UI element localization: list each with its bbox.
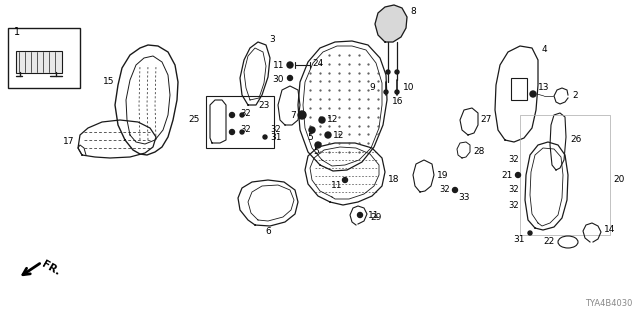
- Text: 2: 2: [572, 92, 578, 100]
- Text: 25: 25: [189, 116, 200, 124]
- Text: 5: 5: [313, 148, 319, 156]
- Text: 32: 32: [240, 125, 251, 134]
- Bar: [520, 115, 610, 235]
- Circle shape: [319, 117, 325, 123]
- Text: 30: 30: [273, 76, 284, 84]
- Circle shape: [230, 113, 234, 117]
- Text: 28: 28: [473, 148, 484, 156]
- Bar: [206, 96, 274, 148]
- Text: 31: 31: [513, 235, 525, 244]
- Text: 32: 32: [240, 108, 251, 117]
- Text: 6: 6: [265, 227, 271, 236]
- Circle shape: [309, 127, 315, 133]
- Circle shape: [528, 231, 532, 235]
- Text: 10: 10: [403, 84, 415, 92]
- Circle shape: [230, 130, 234, 134]
- Text: 11: 11: [368, 211, 380, 220]
- Text: 19: 19: [437, 171, 449, 180]
- Circle shape: [287, 62, 293, 68]
- Text: 3: 3: [269, 36, 275, 44]
- Text: 32: 32: [270, 125, 280, 134]
- Text: 12: 12: [327, 116, 339, 124]
- Text: 9: 9: [369, 84, 375, 92]
- Bar: [16, 51, 62, 73]
- Text: 24: 24: [312, 60, 323, 68]
- Text: 15: 15: [103, 77, 115, 86]
- Text: 32: 32: [440, 186, 450, 195]
- Text: 32: 32: [508, 186, 519, 195]
- Text: 17: 17: [63, 138, 74, 147]
- Text: 32: 32: [508, 156, 519, 164]
- Circle shape: [240, 130, 244, 134]
- Circle shape: [530, 91, 536, 97]
- Circle shape: [287, 76, 292, 81]
- Bar: [8, 28, 80, 88]
- Text: 31: 31: [270, 132, 282, 141]
- Text: 27: 27: [480, 116, 492, 124]
- Circle shape: [358, 212, 362, 218]
- Circle shape: [315, 142, 321, 148]
- Text: 11: 11: [330, 181, 342, 190]
- Circle shape: [263, 135, 267, 139]
- Circle shape: [325, 132, 331, 138]
- Text: FR.: FR.: [40, 259, 62, 277]
- Polygon shape: [375, 5, 407, 42]
- Circle shape: [515, 172, 520, 178]
- Circle shape: [395, 70, 399, 74]
- Text: 22: 22: [544, 237, 555, 246]
- Circle shape: [386, 70, 390, 74]
- Text: 16: 16: [392, 98, 403, 107]
- Text: 26: 26: [570, 135, 581, 145]
- Circle shape: [395, 90, 399, 94]
- Text: 29: 29: [370, 212, 381, 221]
- Circle shape: [384, 90, 388, 94]
- Text: 14: 14: [604, 226, 616, 235]
- Text: 13: 13: [538, 84, 550, 92]
- Text: TYA4B4030: TYA4B4030: [584, 299, 632, 308]
- Text: 18: 18: [388, 175, 399, 185]
- Text: 1: 1: [14, 27, 20, 37]
- Text: 12: 12: [333, 131, 344, 140]
- Text: 8: 8: [410, 7, 416, 17]
- Circle shape: [298, 111, 306, 119]
- Bar: [511, 78, 527, 100]
- Ellipse shape: [558, 236, 578, 248]
- Text: 20: 20: [613, 175, 625, 185]
- Text: 32: 32: [508, 201, 519, 210]
- Text: 11: 11: [273, 60, 284, 69]
- Circle shape: [452, 188, 458, 193]
- Text: 23: 23: [259, 100, 270, 109]
- Circle shape: [342, 178, 348, 182]
- Text: 7: 7: [291, 110, 296, 119]
- Text: 21: 21: [502, 171, 513, 180]
- Text: 4: 4: [542, 45, 548, 54]
- Text: 33: 33: [458, 193, 470, 202]
- Circle shape: [240, 113, 244, 117]
- Text: 5: 5: [307, 132, 313, 141]
